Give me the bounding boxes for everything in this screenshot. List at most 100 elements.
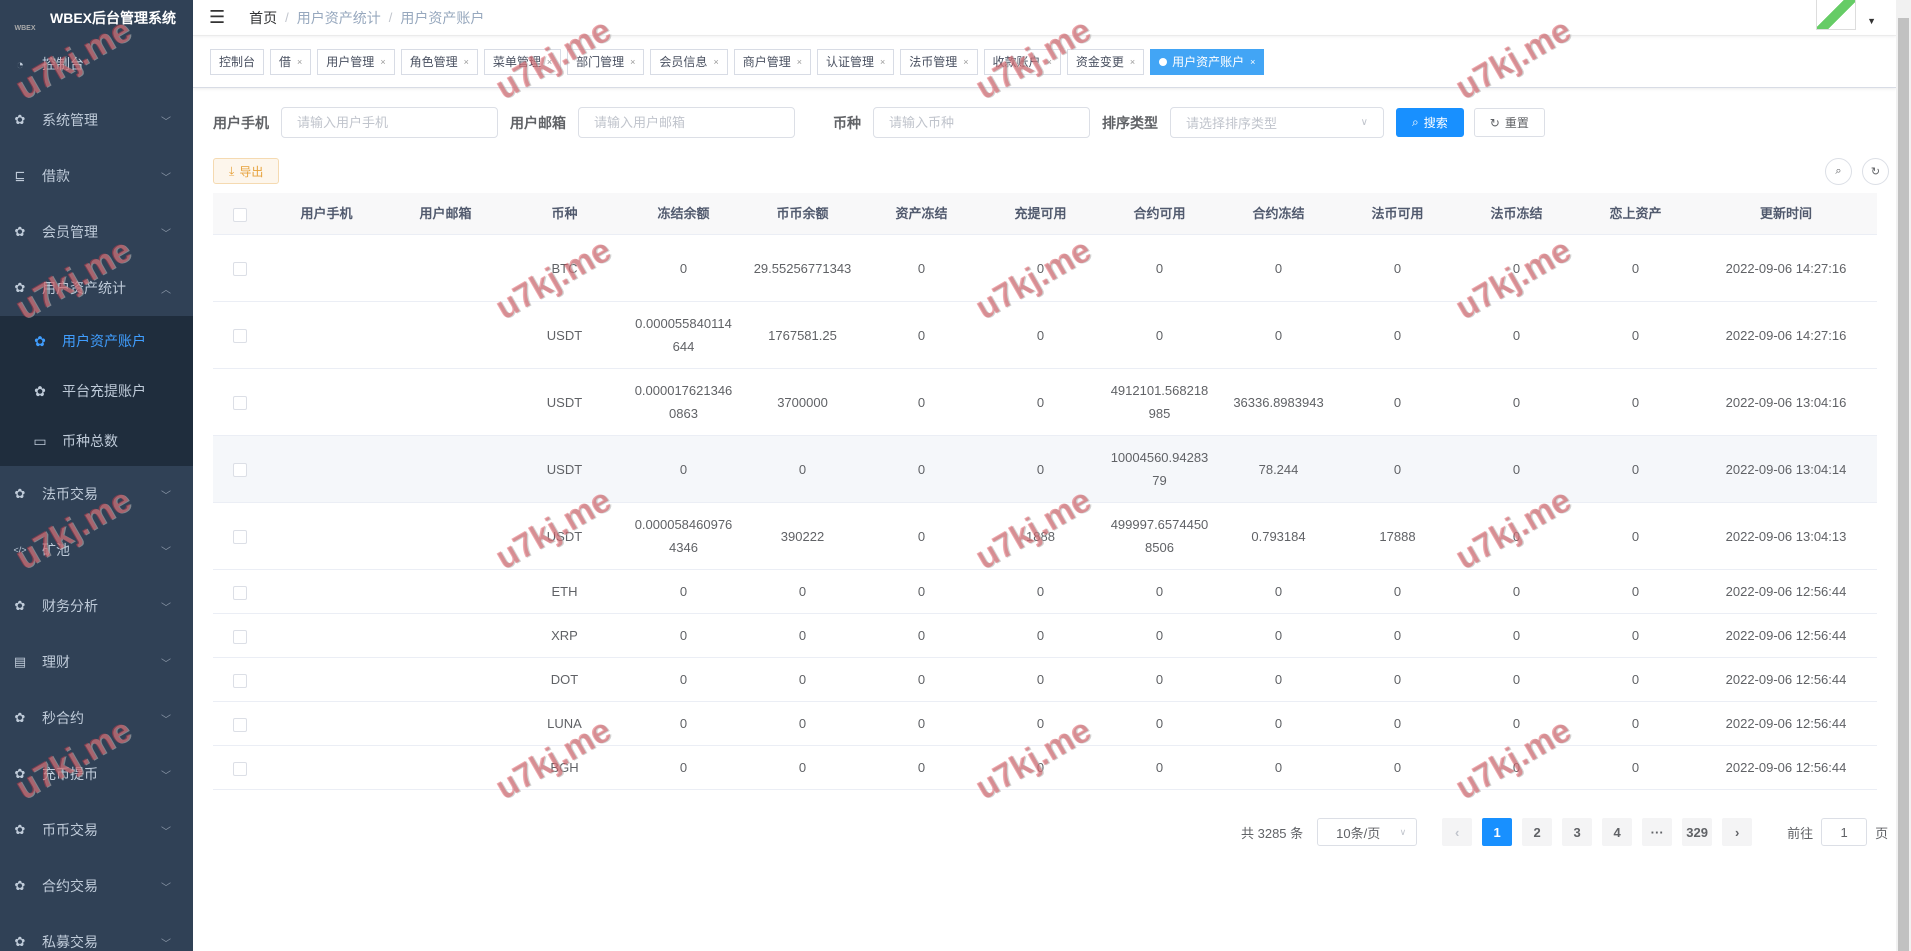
- tab-item[interactable]: 收款账户 ×: [983, 48, 1061, 75]
- table-cell: 0: [917, 461, 926, 477]
- close-icon[interactable]: ×: [796, 56, 802, 67]
- phone-input[interactable]: [281, 107, 498, 138]
- row-checkbox[interactable]: [233, 717, 247, 732]
- sidebar-item[interactable]: </> 矿池 ﹀: [0, 522, 193, 578]
- avatar[interactable]: [1816, 0, 1856, 30]
- row-checkbox[interactable]: [233, 530, 247, 545]
- tab-item[interactable]: 控制台: [210, 48, 265, 75]
- row-checkbox[interactable]: [233, 761, 247, 776]
- table-cell: 0: [1155, 716, 1164, 731]
- close-icon[interactable]: ×: [713, 56, 719, 67]
- sidebar-item[interactable]: ◔ 控制台: [0, 36, 193, 92]
- close-icon[interactable]: ×: [963, 56, 969, 67]
- export-button[interactable]: ⤓ 导出: [213, 158, 280, 184]
- sidebar-item[interactable]: ✿ 合约交易 ﹀: [0, 858, 193, 914]
- sidebar-item[interactable]: ✿ 币币交易 ﹀: [0, 802, 193, 858]
- sidebar-item[interactable]: ✿ 私募交易 ﹀: [0, 914, 193, 951]
- page-button[interactable]: 329: [1682, 818, 1713, 846]
- sidebar-item[interactable]: ✿ 财务分析 ﹀: [0, 578, 193, 634]
- page-button[interactable]: ···: [1642, 818, 1673, 846]
- page-scrollbar[interactable]: [1896, 0, 1911, 951]
- app-title: WBEX后台管理系统: [50, 10, 176, 26]
- refresh-table-button[interactable]: ↻: [1862, 158, 1889, 185]
- close-icon[interactable]: ×: [1046, 56, 1052, 67]
- chevron-down-icon: ﹀: [161, 938, 171, 950]
- row-checkbox[interactable]: [233, 396, 247, 411]
- close-icon[interactable]: ×: [546, 56, 553, 67]
- table-cell: 0: [1036, 327, 1045, 343]
- select-all-checkbox[interactable]: [233, 207, 247, 222]
- sidebar-item[interactable]: ▤ 理财 ﹀: [0, 634, 193, 690]
- page-button[interactable]: 4: [1602, 818, 1633, 846]
- tab-item[interactable]: 借 ×: [270, 48, 312, 75]
- sidebar-item[interactable]: ✿ 系统管理 ﹀: [0, 92, 193, 148]
- column-header: 资产冻结: [895, 206, 948, 221]
- sidebar-item[interactable]: ✿ 秒合约 ﹀: [0, 690, 193, 746]
- reset-button[interactable]: ↻ 重置: [1473, 108, 1545, 137]
- row-checkbox[interactable]: [233, 673, 247, 688]
- sidebar-subitem[interactable]: ✿ 用户资产账户: [0, 316, 193, 366]
- sidebar-subitem-label: 币种总数: [62, 433, 118, 449]
- sidebar-item[interactable]: ✿ 会员管理 ﹀: [0, 204, 193, 260]
- scrollbar-thumb[interactable]: [1898, 18, 1909, 951]
- row-checkbox[interactable]: [233, 585, 247, 600]
- goto-page-input[interactable]: [1821, 818, 1868, 846]
- table-cell: 0: [1274, 327, 1283, 343]
- close-icon[interactable]: ×: [380, 56, 386, 67]
- row-checkbox[interactable]: [233, 463, 247, 478]
- row-checkbox[interactable]: [233, 262, 247, 277]
- row-checkbox[interactable]: [233, 329, 247, 344]
- close-icon[interactable]: ×: [1250, 56, 1256, 67]
- table-cell: 499997.65744508506: [1110, 517, 1209, 555]
- close-icon[interactable]: ×: [297, 56, 303, 67]
- row-checkbox[interactable]: [233, 629, 247, 644]
- tab-label: 会员信息: [659, 55, 708, 69]
- sidebar-item[interactable]: ✿ 充币提币 ﹀: [0, 746, 193, 802]
- tab-item[interactable]: 用户管理 ×: [317, 48, 395, 75]
- download-icon: ⤓: [229, 163, 235, 178]
- close-icon[interactable]: ×: [1129, 56, 1136, 67]
- close-icon[interactable]: ×: [630, 56, 636, 67]
- next-page-button[interactable]: ›: [1722, 818, 1753, 846]
- tab-item[interactable]: 角色管理 ×: [400, 48, 478, 75]
- close-icon[interactable]: ×: [463, 56, 469, 67]
- table-cell: 0: [1155, 260, 1164, 276]
- email-input[interactable]: [578, 107, 795, 138]
- tab-item[interactable]: 法币管理 ×: [900, 48, 978, 75]
- tab-item[interactable]: 认证管理 ×: [816, 48, 895, 75]
- sort-placeholder: 请选择排序类型: [1186, 116, 1278, 131]
- breadcrumb-home[interactable]: 首页: [249, 9, 278, 26]
- chart-icon: ▤: [13, 654, 27, 669]
- coin-input[interactable]: [873, 107, 1090, 138]
- table-cell: USDT: [546, 528, 583, 544]
- tab-item[interactable]: 菜单管理 ×: [483, 48, 562, 75]
- tab-item[interactable]: 会员信息 ×: [650, 48, 728, 75]
- select-cell: [213, 391, 267, 414]
- table-cell: DOT: [550, 672, 579, 687]
- sidebar-item[interactable]: ✿ 用户资产统计 ︿: [0, 260, 193, 316]
- sidebar-subitem[interactable]: ✿ 平台充提账户: [0, 366, 193, 416]
- sidebar-subitem-label: 用户资产账户: [62, 333, 146, 349]
- sidebar-subitem[interactable]: ▭ 币种总数: [0, 416, 193, 466]
- sort-select[interactable]: 请选择排序类型 ∨: [1170, 107, 1384, 138]
- table-cell: 0: [917, 327, 926, 343]
- search-button[interactable]: ⌕ 搜索: [1396, 108, 1464, 137]
- page-button[interactable]: 3: [1562, 818, 1593, 846]
- tab-item[interactable]: 用户资产账户 ×: [1150, 48, 1265, 75]
- logo-icon: WBEX: [14, 25, 36, 32]
- page-size-select[interactable]: 10条/页 ∨: [1317, 818, 1418, 846]
- tab-item[interactable]: 商户管理 ×: [733, 48, 811, 75]
- sidebar-item[interactable]: ⊑ 借款 ﹀: [0, 148, 193, 204]
- close-icon[interactable]: ×: [880, 56, 886, 67]
- toggle-search-button[interactable]: ⌕: [1825, 158, 1852, 185]
- sidebar-item[interactable]: ✿ 法币交易 ﹀: [0, 466, 193, 522]
- tab-item[interactable]: 部门管理 ×: [567, 48, 645, 75]
- tab-item[interactable]: 资金变更 ×: [1066, 48, 1145, 75]
- table-cell: 0: [1631, 528, 1640, 544]
- prev-page-button[interactable]: ‹: [1442, 818, 1473, 846]
- page-button[interactable]: 2: [1522, 818, 1553, 846]
- code-icon: </>: [13, 545, 27, 555]
- page-button[interactable]: 1: [1482, 818, 1513, 846]
- hamburger-icon[interactable]: ☰: [209, 7, 226, 27]
- caret-down-icon[interactable]: ▼: [1867, 16, 1876, 26]
